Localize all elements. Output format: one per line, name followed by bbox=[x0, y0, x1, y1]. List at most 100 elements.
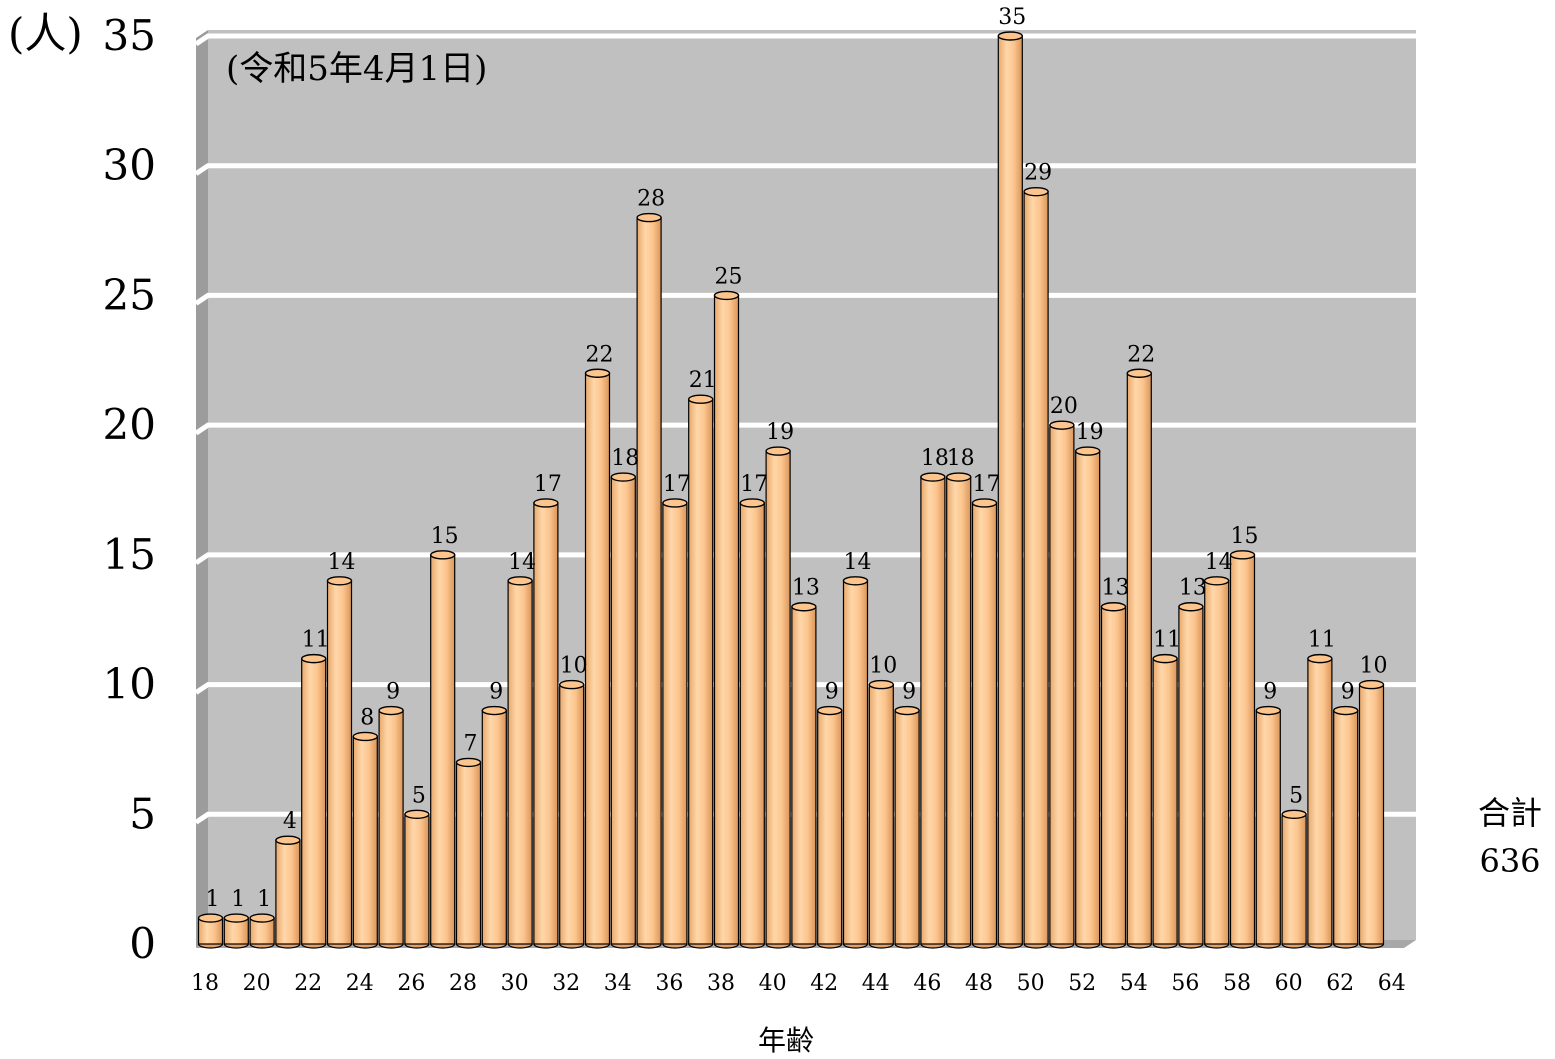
data-label: 10 bbox=[869, 654, 897, 679]
bar-body bbox=[1204, 580, 1230, 945]
x-tick-label: 36 bbox=[655, 971, 683, 996]
bar-body bbox=[1126, 372, 1152, 945]
bar bbox=[1307, 653, 1333, 949]
bar-cap bbox=[1152, 653, 1178, 664]
x-tick-label: 64 bbox=[1378, 971, 1406, 996]
bar-body bbox=[1075, 450, 1101, 945]
bar-cap bbox=[275, 835, 301, 845]
data-label: 15 bbox=[431, 524, 459, 549]
x-tick-label: 32 bbox=[552, 971, 580, 996]
data-label: 13 bbox=[792, 576, 820, 601]
x-tick-label: 50 bbox=[1017, 971, 1045, 996]
data-label: 9 bbox=[902, 680, 916, 705]
y-tick-label: 30 bbox=[103, 141, 156, 190]
total-value: 636 bbox=[1479, 842, 1540, 880]
y-tick-label: 0 bbox=[129, 919, 156, 968]
bar-cap bbox=[765, 446, 791, 456]
data-label: 18 bbox=[947, 446, 975, 471]
bar bbox=[1229, 550, 1256, 949]
data-label: 22 bbox=[586, 342, 614, 367]
bar-cap bbox=[997, 31, 1023, 41]
x-tick-label: 52 bbox=[1068, 971, 1096, 996]
bar-cap bbox=[868, 679, 894, 690]
bar-body bbox=[1255, 709, 1281, 945]
bar-cap bbox=[507, 576, 533, 586]
bar bbox=[610, 472, 636, 949]
bar-cap bbox=[1100, 602, 1127, 612]
bar bbox=[1358, 679, 1385, 949]
data-label: 20 bbox=[1050, 394, 1078, 419]
x-tick-label: 58 bbox=[1223, 971, 1251, 996]
x-tick-label: 54 bbox=[1120, 971, 1148, 996]
bar-cap bbox=[1178, 602, 1204, 612]
data-label: 17 bbox=[663, 472, 691, 497]
x-tick-label: 46 bbox=[913, 971, 941, 996]
data-label: 28 bbox=[637, 187, 665, 212]
bar bbox=[197, 913, 224, 949]
bar bbox=[1074, 446, 1101, 949]
data-label: 14 bbox=[1205, 550, 1233, 575]
y-tick-label: 35 bbox=[103, 11, 156, 60]
bar-body bbox=[610, 476, 636, 945]
bar-body bbox=[636, 217, 662, 945]
bar bbox=[1023, 186, 1049, 949]
x-axis-title: 年齢 bbox=[758, 1024, 814, 1057]
bar-body bbox=[662, 502, 688, 945]
bar bbox=[301, 653, 327, 949]
y-tick-label: 20 bbox=[103, 400, 156, 449]
bar-cap bbox=[1358, 679, 1385, 690]
bar-cap bbox=[1049, 420, 1075, 430]
bar bbox=[1126, 368, 1153, 949]
bar bbox=[868, 679, 894, 949]
x-tick-label: 26 bbox=[397, 971, 425, 996]
bar-body bbox=[920, 476, 946, 945]
bar-cap bbox=[1126, 368, 1153, 378]
bar-cap bbox=[1281, 809, 1307, 819]
bar-cap bbox=[1074, 446, 1101, 456]
data-label: 10 bbox=[560, 654, 588, 679]
data-label: 17 bbox=[740, 472, 768, 497]
data-label: 5 bbox=[412, 783, 426, 808]
bar-cap bbox=[1023, 186, 1049, 197]
bar-cap bbox=[713, 290, 740, 301]
total-label: 合計 bbox=[1478, 794, 1542, 832]
x-tick-label: 30 bbox=[501, 971, 529, 996]
bar-cap bbox=[249, 913, 275, 923]
data-label: 9 bbox=[489, 680, 503, 705]
data-label: 18 bbox=[921, 446, 949, 471]
bar-cap bbox=[662, 498, 688, 508]
data-label: 19 bbox=[766, 420, 794, 445]
data-label: 8 bbox=[360, 705, 374, 730]
bar-body bbox=[791, 606, 817, 945]
x-tick-label: 28 bbox=[449, 971, 477, 996]
data-label: 4 bbox=[283, 809, 297, 834]
y-axis-ticks: 0 5 10 15 20 25 30 35 bbox=[103, 11, 156, 968]
bar-cap bbox=[197, 913, 224, 923]
bar bbox=[455, 757, 482, 949]
bar-body bbox=[1178, 606, 1204, 945]
bar bbox=[1178, 602, 1204, 949]
data-label: 1 bbox=[257, 887, 271, 912]
data-label: 19 bbox=[1076, 420, 1104, 445]
bar-body bbox=[997, 35, 1023, 945]
data-label: 7 bbox=[464, 731, 478, 756]
y-tick-label: 25 bbox=[103, 270, 156, 319]
bar bbox=[223, 913, 250, 949]
bar bbox=[791, 602, 817, 949]
bar-cap bbox=[636, 212, 662, 223]
data-label: 13 bbox=[1102, 576, 1130, 601]
data-label: 9 bbox=[825, 680, 839, 705]
y-tick-label: 15 bbox=[103, 530, 156, 579]
data-label: 13 bbox=[1179, 576, 1207, 601]
data-label: 17 bbox=[973, 472, 1001, 497]
bar-body bbox=[378, 709, 404, 945]
data-label: 21 bbox=[689, 368, 717, 393]
bar bbox=[507, 576, 533, 949]
bar-body bbox=[765, 450, 791, 945]
bar bbox=[404, 809, 430, 949]
x-tick-label: 56 bbox=[1171, 971, 1199, 996]
bar-cap bbox=[610, 472, 636, 482]
bar-cap bbox=[739, 498, 765, 508]
bar bbox=[430, 550, 456, 949]
bar-cap bbox=[352, 731, 378, 742]
